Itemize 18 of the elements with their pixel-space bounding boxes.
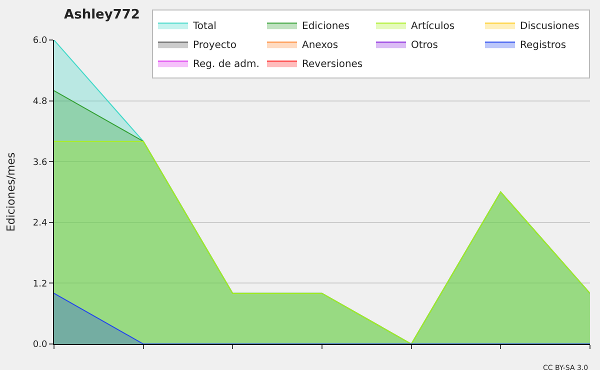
y-tick-label: 1.2 xyxy=(32,279,48,290)
legend-label: Otros xyxy=(411,40,438,51)
legend-label: Anexos xyxy=(302,40,338,51)
y-axis-title: Ediciones/mes xyxy=(4,152,18,232)
legend-label: Ediciones xyxy=(302,21,350,32)
legend-label: Registros xyxy=(520,40,566,51)
y-tick-label: 6.0 xyxy=(32,36,48,46)
y-tick-label: 3.6 xyxy=(32,158,48,168)
y-tick-label: 4.8 xyxy=(32,96,48,107)
legend-label: Reg. de adm. xyxy=(193,59,260,70)
legend-label: Discusiones xyxy=(520,21,580,32)
y-tick-label: 2.4 xyxy=(32,218,48,229)
legend-label: Reversiones xyxy=(302,59,363,70)
y-tick-label: 0.0 xyxy=(32,340,48,350)
legend-label: Artículos xyxy=(411,21,455,32)
legend-label: Total xyxy=(192,21,216,32)
legend-label: Proyecto xyxy=(193,40,236,51)
chart-title: Ashley772 xyxy=(64,7,140,22)
